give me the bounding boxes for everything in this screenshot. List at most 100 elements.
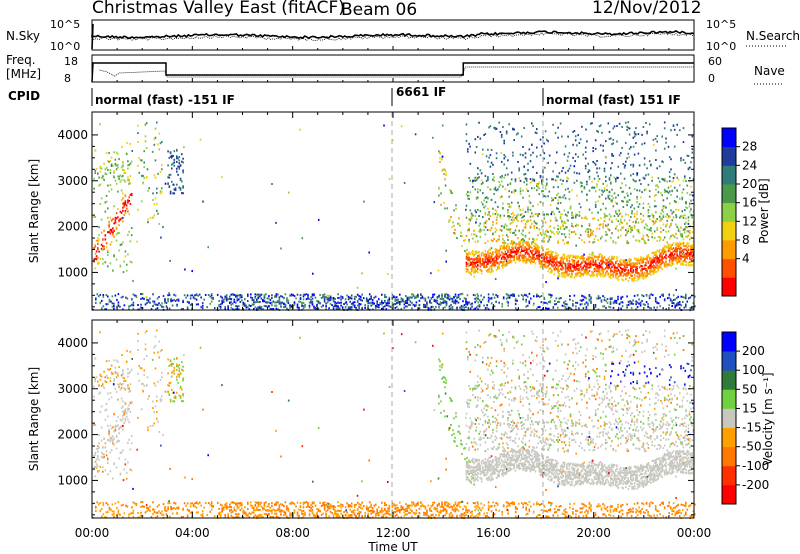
- power-cell: [641, 143, 643, 146]
- power-cell: [577, 155, 579, 158]
- power-cell: [650, 293, 652, 296]
- power-cell: [691, 251, 694, 254]
- power-cell: [503, 242, 505, 245]
- power-cell: [689, 166, 691, 169]
- power-cell: [519, 179, 522, 182]
- power-cell: [254, 296, 257, 299]
- power-cell: [603, 275, 606, 278]
- power-cell: [489, 260, 492, 263]
- power-cell: [104, 234, 107, 237]
- power-cell: [346, 303, 348, 306]
- power-cell: [615, 201, 617, 204]
- power-cell: [497, 188, 499, 191]
- power-cell: [655, 210, 657, 213]
- power-cell: [433, 201, 436, 204]
- power-cell: [617, 298, 619, 301]
- power-cell: [671, 256, 673, 259]
- power-cell: [588, 274, 591, 277]
- power-cell: [118, 175, 120, 178]
- power-cell: [554, 262, 557, 265]
- power-cell: [251, 297, 254, 299]
- power-cell: [563, 262, 566, 265]
- power-cell: [682, 228, 685, 231]
- power-cell: [625, 273, 627, 276]
- power-cell: [448, 298, 451, 301]
- power-cell: [650, 307, 652, 310]
- power-cell: [571, 224, 573, 227]
- power-cell: [475, 176, 478, 179]
- power-cell: [548, 301, 550, 304]
- power-cell: [682, 242, 685, 244]
- power-cell: [601, 235, 603, 238]
- power-cell: [591, 254, 593, 256]
- power-cell: [576, 144, 578, 147]
- power-cell: [641, 268, 643, 271]
- power-cell: [612, 241, 615, 244]
- power-cell: [467, 194, 469, 197]
- power-cell: [123, 202, 125, 205]
- power-cell: [123, 260, 125, 263]
- power-cell: [452, 221, 454, 224]
- power-cell: [615, 218, 618, 221]
- power-cell: [115, 212, 118, 215]
- power-cell: [482, 263, 484, 266]
- power-cell: [601, 258, 603, 261]
- power-cell: [690, 253, 692, 256]
- power-cell: [445, 249, 447, 252]
- power-cell: [524, 251, 527, 254]
- power-cell: [510, 242, 513, 245]
- power-cell: [525, 251, 528, 254]
- power-cell: [128, 196, 130, 199]
- power-cell: [512, 251, 514, 254]
- power-cell: [451, 306, 454, 309]
- power-cell: [167, 298, 169, 301]
- power-cell: [311, 294, 314, 297]
- power-cell: [144, 303, 147, 306]
- power-cell: [660, 226, 662, 229]
- power-cell: [511, 294, 514, 297]
- power-cell: [632, 178, 635, 181]
- power-cell: [563, 273, 566, 276]
- power-cell: [509, 252, 512, 255]
- power-cell: [450, 216, 452, 218]
- power-cell: [542, 263, 545, 266]
- power-cell: [643, 242, 646, 245]
- power-cell: [610, 182, 612, 185]
- power-cell: [403, 300, 406, 303]
- power-cell: [132, 279, 134, 282]
- power-cell: [134, 294, 136, 297]
- power-cell: [657, 258, 660, 261]
- power-cell: [563, 257, 566, 260]
- power-cell: [538, 255, 541, 258]
- power-cell: [546, 260, 548, 263]
- power-cell: [510, 248, 513, 251]
- power-cell: [124, 180, 127, 183]
- power-cell: [218, 304, 220, 307]
- power-cell: [632, 136, 635, 139]
- power-cell: [534, 252, 537, 255]
- cpid-label: CPID: [8, 89, 40, 103]
- power-cell: [465, 270, 468, 273]
- power-cell: [593, 186, 596, 189]
- power-cell: [658, 254, 661, 257]
- power-cell: [689, 257, 691, 260]
- power-cell: [161, 302, 163, 305]
- power-cell: [617, 265, 620, 268]
- power-cell: [605, 259, 607, 262]
- power-cell: [101, 307, 103, 310]
- power-cell: [599, 237, 602, 240]
- power-cell: [676, 261, 678, 264]
- power-cell: [520, 247, 523, 250]
- power-cell: [472, 181, 474, 184]
- power-cell: [124, 171, 127, 174]
- power-cell: [505, 234, 508, 237]
- power-cell: [513, 128, 515, 131]
- power-cell: [626, 274, 628, 277]
- power-cell: [498, 186, 500, 188]
- power-cell: [633, 257, 636, 260]
- power-cell: [520, 220, 523, 222]
- power-cell: [632, 271, 635, 274]
- power-cell: [607, 257, 610, 260]
- power-cell: [513, 191, 515, 194]
- power-cell: [313, 306, 315, 309]
